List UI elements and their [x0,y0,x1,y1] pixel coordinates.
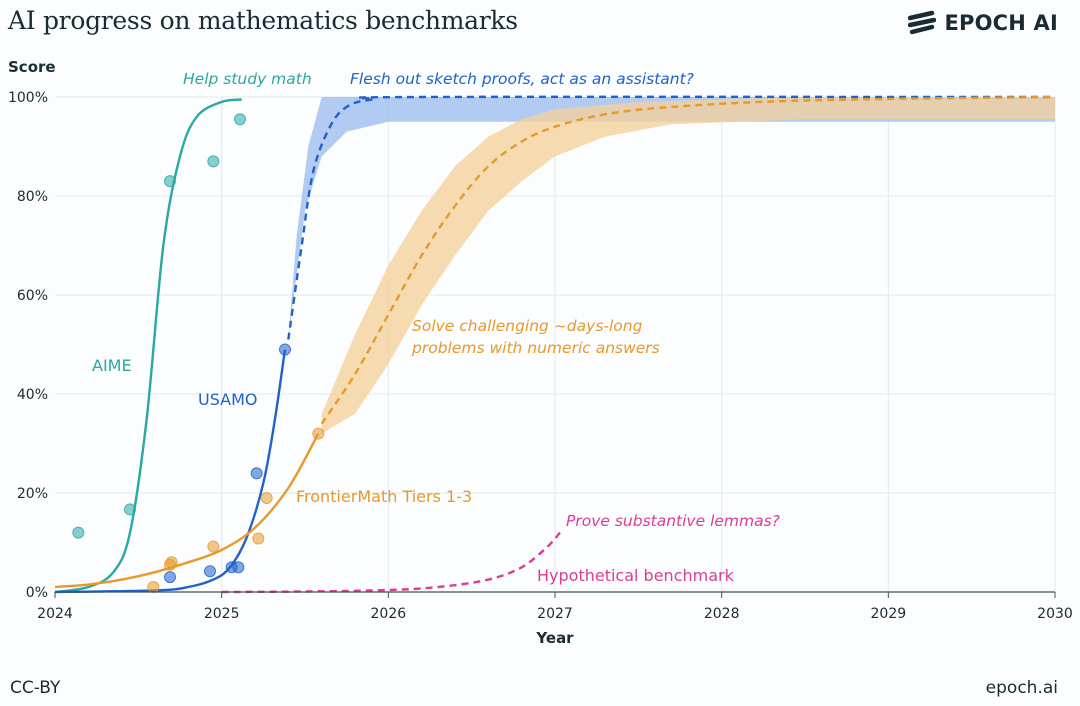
y-axis-title: Score [8,58,56,76]
usamo-data-point [164,571,176,584]
x-tick-label: 2026 [371,606,407,622]
license-label: CC-BY [10,678,61,698]
frontier-data-point [147,581,160,594]
y-tick-label: 80% [17,189,48,205]
usamo-data-point [232,561,245,574]
frontier-annotation: Solve challenging ~days-long problems wit… [411,317,660,357]
x-tick-label: 2029 [871,606,907,622]
aime-data-point [164,175,176,188]
x-axis-title: Year [535,629,574,647]
frontier-data-point [207,540,220,553]
epoch-logo-icon [908,10,937,35]
aime-data-point [72,526,85,539]
aime-data-point [207,155,220,168]
frontier-fit-line [54,433,320,589]
hypothetical-projection-line [221,531,561,594]
chart-axes: 0% 20% 40% 60% 80% 100% 2024 2025 2026 2027 2028 20… [8,58,1073,647]
chart-title: AI progress on mathematics benchmarks [8,6,518,35]
y-tick-label: 100% [8,90,48,106]
frontier-confidence-band [321,97,1055,434]
chart-labels: AIME Help study math USAMO Flesh out sketch… [92,70,780,585]
frontier-data-point [312,427,325,440]
frontier-data-point [260,491,273,504]
usamo-series-label: USAMO [198,390,258,409]
x-tick-label: 2025 [204,606,240,622]
frontier-projection-line [320,95,1056,425]
aime-data-point [234,113,246,126]
frontier-series-label: FrontierMath Tiers 1-3 [296,487,472,506]
usamo-confidence-band [288,97,1055,340]
usamo-data-point [204,565,216,578]
y-tick-label: 40% [17,387,48,403]
data-points [72,113,325,594]
aime-annotation: Help study math [183,70,312,88]
usamo-data-point [250,467,263,480]
brand-name: EPOCH AI [944,11,1058,35]
usamo-annotation: Flesh out sketch proofs, act as an assis… [350,70,694,88]
usamo-projection-line [287,95,1056,340]
hypothetical-annotation: Prove substantive lemmas? [566,512,780,530]
x-tick-label: 2028 [704,606,740,622]
aime-data-point [124,503,136,516]
frontier-data-point [165,556,178,569]
y-tick-label: 20% [17,486,48,502]
hypothetical-series-label: Hypothetical benchmark [537,566,735,585]
confidence-bands [288,97,1055,434]
x-tick-label: 2030 [1037,606,1073,622]
x-tick-label: 2027 [537,606,573,622]
y-tick-label: 0% [26,585,48,601]
x-tick-label: 2024 [37,606,73,622]
aime-fit-line [54,98,242,594]
brand-logo: EPOCH AI [908,10,1058,36]
usamo-fit-line [54,349,287,594]
usamo-data-point [279,343,291,356]
y-tick-label: 60% [17,288,48,304]
frontier-data-point [252,532,265,545]
aime-series-label: AIME [92,356,132,375]
site-link[interactable]: epoch.ai [985,678,1058,698]
